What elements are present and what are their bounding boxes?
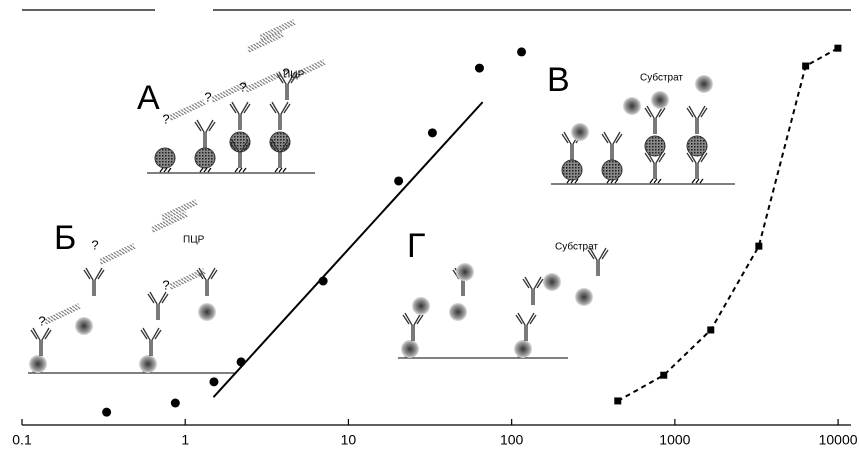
x-tick-label: 100 [500,432,524,448]
series-line [212,101,484,398]
question-mark: ? [162,111,169,126]
illustration-a: А ПЦР ? ? ? ? [137,19,326,174]
point [707,326,715,334]
question-mark: ? [204,89,211,104]
x-tick-label: 1000 [659,432,690,448]
question-mark: ? [282,65,289,80]
panel-note: Субстрат [555,241,598,253]
point [170,398,180,408]
point [660,371,668,379]
x-tick-label: 10 [341,432,357,448]
panel-note: ПЦР [283,70,305,81]
panel-note: Субстрат [640,72,683,84]
x-tick-label: 10000 [819,432,858,448]
panel-note: ПЦР [183,235,205,246]
point [755,242,763,250]
series-line [617,47,839,402]
point [102,407,112,417]
point [614,397,622,405]
x-tick-label: 0.1 [12,432,32,448]
illustration-g: Г Субстрат [398,227,609,359]
panel-label: А [137,79,160,117]
panel-label: Б [54,219,76,257]
illustration-v: В Субстрат [547,61,735,185]
question-mark: ? [38,313,45,328]
panel-label: В [547,61,570,99]
point [209,377,219,387]
point [394,176,404,186]
question-mark: ? [162,277,169,292]
point [474,63,484,73]
point [802,62,810,70]
question-mark: ? [91,237,98,252]
panel-label: Г [407,227,425,265]
point [236,357,246,367]
question-mark: ? [239,79,246,94]
illustration-b: Б ПЦР ? ? ? [28,199,235,374]
point [834,44,842,52]
x-tick-label: 1 [181,432,189,448]
point [427,128,437,138]
point [517,47,527,57]
